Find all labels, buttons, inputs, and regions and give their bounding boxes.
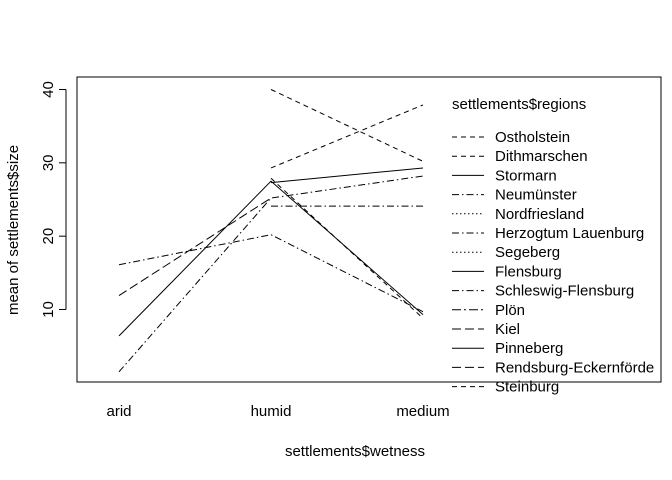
legend-label: Steinburg bbox=[495, 379, 559, 396]
legend-label: Dithmarschen bbox=[495, 148, 588, 165]
x-tick-label: arid bbox=[106, 403, 131, 420]
legend-label: Nordfriesland bbox=[495, 206, 584, 223]
legend-title: settlements$regions bbox=[452, 96, 586, 113]
series-line bbox=[118, 180, 424, 337]
x-axis-label: settlements$wetness bbox=[285, 443, 425, 460]
legend-label: Schleswig-Flensburg bbox=[495, 283, 634, 300]
series-line bbox=[270, 89, 424, 162]
series-lines bbox=[118, 89, 424, 373]
legend-label: Ostholstein bbox=[495, 129, 570, 146]
x-tick-label: humid bbox=[251, 403, 292, 420]
series-line bbox=[270, 177, 424, 319]
y-axis: 10 20 30 40 bbox=[40, 81, 67, 318]
legend-label: Flensburg bbox=[495, 263, 562, 280]
series-line bbox=[118, 197, 272, 296]
y-axis-label: mean of settlements$size bbox=[5, 145, 22, 315]
series-line bbox=[270, 167, 424, 184]
legend-label: Kiel bbox=[495, 321, 520, 338]
legend: settlements$regions Ostholstein Dithmarsc… bbox=[452, 96, 654, 396]
legend-label: Pinneberg bbox=[495, 340, 563, 357]
x-tick-label: medium bbox=[396, 403, 449, 420]
legend-label: Stormarn bbox=[495, 167, 557, 184]
y-tick-label: 10 bbox=[40, 301, 57, 318]
legend-label: Plön bbox=[495, 302, 525, 319]
legend-label: Segeberg bbox=[495, 244, 560, 261]
legend-label: Neumünster bbox=[495, 187, 577, 204]
y-tick-label: 30 bbox=[40, 154, 57, 171]
legend-label: Herzogtum Lauenburg bbox=[495, 225, 644, 242]
series-line bbox=[118, 175, 424, 373]
y-tick-label: 20 bbox=[40, 228, 57, 245]
plot-frame bbox=[76, 76, 662, 383]
y-tick-label: 40 bbox=[40, 81, 57, 98]
series-line bbox=[270, 104, 424, 169]
x-axis: arid humid medium bbox=[106, 403, 449, 420]
legend-label: Rendsburg-Eckernförde bbox=[495, 359, 654, 376]
